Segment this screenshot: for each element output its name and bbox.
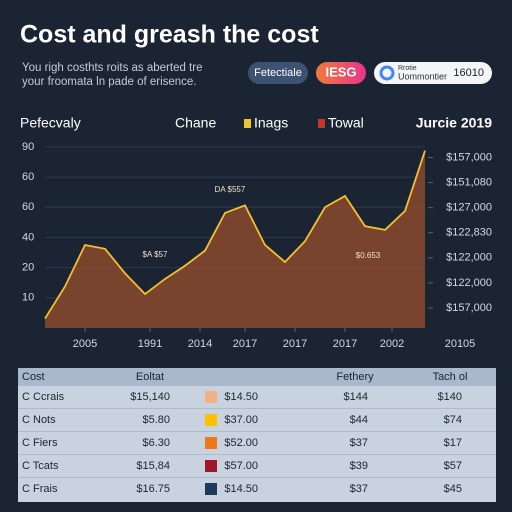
y-tick-label: 10	[22, 292, 34, 304]
x-tick-label: 2005	[73, 338, 97, 350]
table-cell: C Tcats	[22, 460, 59, 472]
swatch	[205, 391, 217, 403]
subtitle: You righ costhts roits as aberted tre	[22, 62, 202, 74]
table-cell: $5.80	[142, 414, 170, 426]
y-tick-label: 90	[22, 141, 34, 153]
google-icon	[379, 65, 395, 81]
swatch	[205, 414, 217, 426]
y2-tick-label: $122,000	[446, 277, 492, 289]
table-cell: $16.75	[136, 483, 170, 495]
table-header-bg	[18, 368, 496, 386]
table-cell: $37	[350, 483, 368, 495]
table-cell: $57	[444, 460, 462, 472]
x-tick-label: 2017	[283, 338, 307, 350]
swatch	[205, 483, 217, 495]
button-value[interactable]: 16010	[453, 67, 484, 79]
y2-tick-label: $127,000	[446, 202, 492, 214]
button-label[interactable]: IESG	[325, 64, 356, 79]
table-header: Cost	[22, 371, 45, 383]
y2-tick-label: $157,000	[446, 151, 492, 163]
date-label: Jurcie 2019	[416, 115, 492, 131]
table-cell: $39	[350, 460, 368, 472]
x-tick-label: 2017	[233, 338, 257, 350]
area	[45, 150, 425, 328]
legend-swatch	[244, 119, 251, 128]
y-tick-label: 20	[22, 262, 34, 274]
button-label[interactable]: Rrotie	[398, 65, 417, 72]
title: Cost and greash the cost	[20, 21, 319, 49]
table-cell: $45	[444, 483, 462, 495]
y2-tick-label: $122,830	[446, 227, 492, 239]
y2-tick-label: $157,000	[446, 302, 492, 314]
table-cell: $14.50	[224, 391, 258, 403]
subtitle: your froomata ln pade of erisence.	[22, 76, 197, 88]
table-cell: $17	[444, 437, 462, 449]
y-tick-label: 60	[22, 201, 34, 213]
legend-title: Chane	[175, 115, 216, 131]
swatch	[205, 437, 217, 449]
y-tick-label: 60	[22, 171, 34, 183]
table-cell: $15,140	[130, 391, 170, 403]
legend-label: Towal	[328, 115, 364, 131]
axis-note: 20105	[445, 338, 476, 350]
button[interactable]	[374, 62, 492, 84]
table-cell: $74	[444, 414, 462, 426]
chart-title: Pefecvaly	[20, 115, 81, 131]
table-cell: C Fiers	[22, 437, 58, 449]
table-cell: $15,84	[136, 460, 170, 472]
annotation: $A $57	[143, 250, 168, 259]
x-tick-label: 2014	[188, 338, 212, 350]
button[interactable]	[248, 62, 308, 84]
table-cell: $144	[344, 391, 368, 403]
button[interactable]	[316, 62, 366, 84]
y2-tick-label: $122,000	[446, 252, 492, 264]
table-cell: $140	[438, 391, 462, 403]
legend-label: Inags	[254, 115, 288, 131]
table-cell: $6.30	[142, 437, 170, 449]
annotation: DA $557	[215, 185, 246, 194]
table-cell: $52.00	[224, 437, 258, 449]
table-cell: $44	[350, 414, 368, 426]
x-tick-label: 2017	[333, 338, 357, 350]
table-cell: C Frais	[22, 483, 58, 495]
table-header: Eoltat	[136, 371, 164, 383]
table-cell: $37.00	[224, 414, 258, 426]
table-cell: $14.50	[224, 483, 258, 495]
button-label[interactable]: Fetectiale	[254, 67, 302, 79]
x-tick-label: 2002	[380, 338, 404, 350]
x-tick-label: 1991	[138, 338, 162, 350]
button-label[interactable]: Uommontier	[398, 71, 447, 81]
y2-tick-label: $151,080	[446, 177, 492, 189]
table-cell: C Nots	[22, 414, 56, 426]
table-bg	[18, 368, 496, 502]
table-header: Fethery	[336, 371, 374, 383]
y-tick-label: 40	[22, 231, 34, 243]
annotation: $0.653	[356, 251, 381, 260]
swatch	[205, 460, 217, 472]
table-header: Tach ol	[433, 371, 468, 383]
line	[44, 150, 426, 320]
table-cell: $57.00	[224, 460, 258, 472]
table-cell: $37	[350, 437, 368, 449]
table-cell: C Ccrais	[22, 391, 65, 403]
legend-swatch	[318, 119, 325, 128]
